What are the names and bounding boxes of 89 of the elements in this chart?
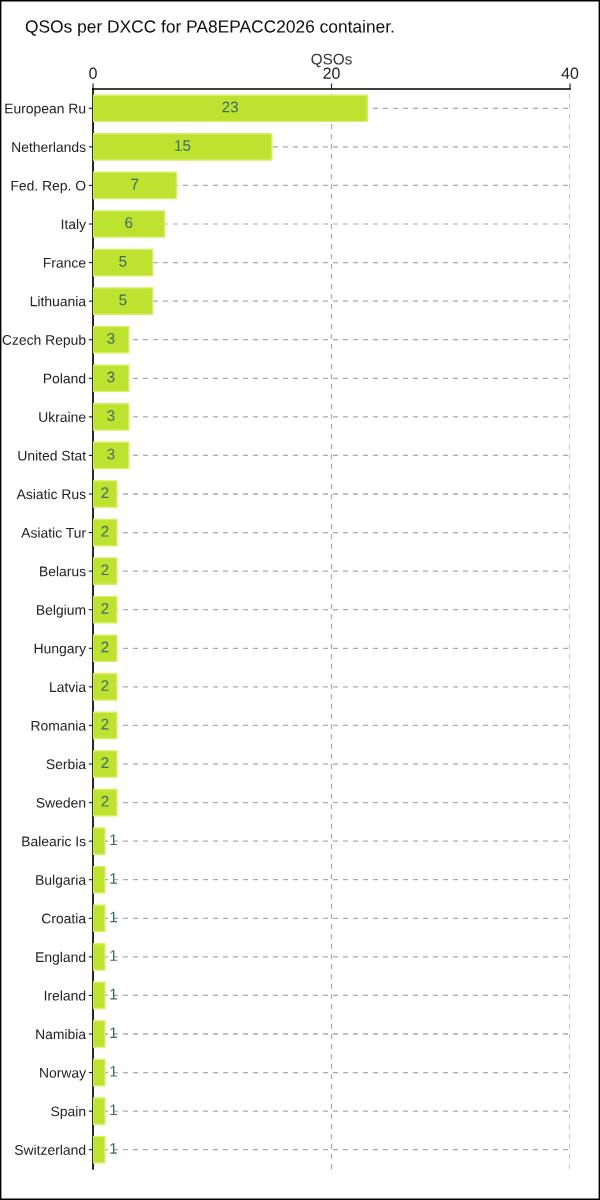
data-label: 15 [175, 140, 191, 151]
y-tick-label: Ukraine [39, 411, 86, 423]
bar [93, 750, 118, 778]
data-label: 1 [110, 1143, 117, 1154]
bar [93, 364, 130, 393]
y-tick-label: Bulgaria [36, 874, 87, 888]
y-tick-label: Italy [61, 218, 87, 232]
data-label: 1 [110, 1027, 117, 1038]
data-label: 1 [110, 988, 117, 1000]
y-tick-label: Latvia [50, 681, 87, 693]
data-label: 3 [107, 371, 115, 383]
x-tick-label: 20 [323, 67, 340, 79]
bar [93, 480, 118, 508]
y-tick-label: Spain [51, 1106, 86, 1120]
x-tick-label: 40 [561, 67, 579, 79]
data-label: 1 [110, 950, 117, 961]
y-tick-label: Netherlands [12, 141, 86, 153]
bar [93, 981, 106, 1010]
bar [93, 1135, 106, 1164]
data-label: 7 [131, 178, 139, 190]
data-label: 3 [107, 410, 115, 421]
bar [93, 1097, 106, 1125]
data-label: 2 [101, 680, 109, 691]
y-tick-label: Hungary [34, 643, 87, 657]
y-tick-label: Serbia [46, 758, 87, 770]
data-label: 2 [101, 525, 109, 537]
data-label: 2 [101, 603, 109, 614]
bar [93, 171, 178, 200]
data-label: 3 [107, 333, 115, 344]
bar [93, 287, 154, 315]
bar [93, 711, 118, 740]
y-tick-label: Croatia [41, 913, 87, 924]
y-tick-label: Ireland [44, 990, 86, 1001]
data-label: 1 [110, 873, 117, 884]
y-tick-label: Switzerland [14, 1144, 86, 1155]
y-tick-label: Asiatic Rus [16, 488, 86, 500]
y-tick-label: Lithuania [30, 296, 87, 307]
bar [93, 248, 154, 277]
bar [93, 557, 118, 585]
y-tick-label: European Ru [5, 103, 86, 117]
x-axis-title: QSOs [311, 53, 352, 68]
bar [93, 673, 118, 701]
data-label: 2 [101, 795, 109, 807]
y-tick-label: United Stat [18, 450, 86, 461]
bar [93, 403, 130, 431]
y-tick-label: Romania [31, 720, 87, 731]
data-label: 23 [222, 101, 238, 113]
bar [93, 133, 273, 161]
data-label: 5 [119, 294, 127, 306]
data-label: 6 [125, 217, 133, 229]
y-tick-label: Belarus [40, 566, 86, 577]
y-tick-label: Fed. Rep. O [11, 180, 86, 194]
bar [93, 827, 106, 855]
data-label: 2 [101, 641, 109, 653]
data-label: 2 [101, 718, 109, 730]
bar [93, 788, 118, 817]
bar [93, 1020, 106, 1048]
data-label: 1 [110, 1066, 117, 1077]
y-tick-label: Asiatic Tur [21, 527, 86, 538]
bar [93, 441, 130, 470]
y-tick-label: Czech Repub [2, 334, 86, 348]
bar [93, 94, 368, 123]
data-label: 2 [101, 564, 109, 576]
y-tick-label: Balearic Is [22, 836, 86, 847]
bar [93, 210, 166, 238]
y-tick-label: Poland [43, 373, 86, 384]
data-label: 3 [107, 448, 115, 460]
bar [93, 904, 106, 933]
data-label: 1 [110, 1104, 117, 1116]
data-label: 2 [101, 757, 109, 768]
bar [93, 634, 118, 663]
y-tick-label: Norway [40, 1068, 87, 1081]
bar [93, 943, 106, 971]
data-label: 1 [110, 834, 117, 846]
data-label: 1 [110, 911, 117, 923]
y-tick-label: Namibia [36, 1028, 87, 1040]
y-tick-label: Belgium [37, 604, 86, 618]
y-tick-label: Sweden [36, 797, 86, 808]
x-tick-label: 0 [89, 67, 97, 79]
bar [93, 865, 106, 894]
bar [93, 595, 118, 624]
y-tick-label: England [36, 951, 86, 965]
data-label: 2 [101, 487, 109, 498]
bar [93, 325, 130, 354]
data-label: 5 [119, 256, 127, 267]
chart-title: QSOs per DXCC for PA8EPACC2026 container. [25, 19, 394, 37]
bar [93, 518, 118, 547]
y-tick-label: France [43, 258, 86, 268]
bar [93, 1058, 106, 1087]
